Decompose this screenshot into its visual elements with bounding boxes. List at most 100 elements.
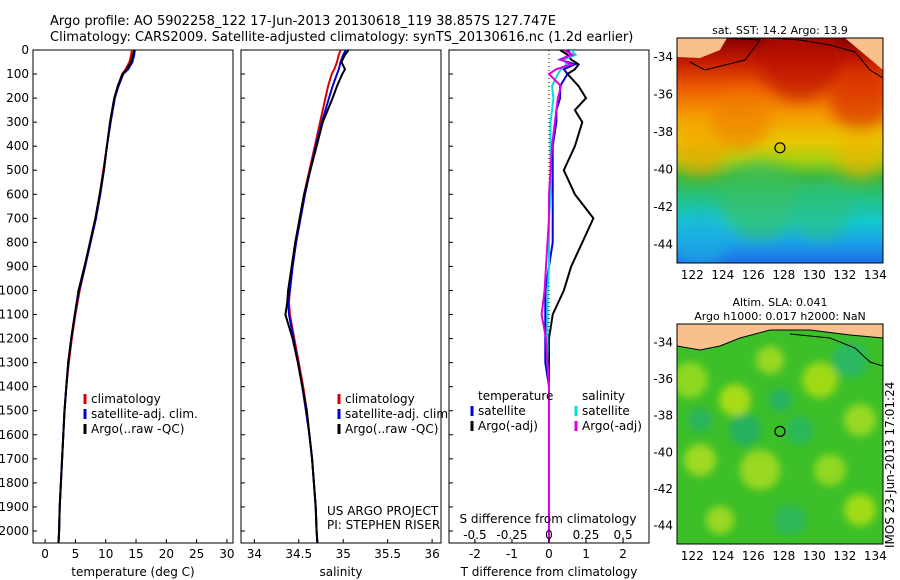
series-line-argo [284, 50, 350, 543]
map-x-tick-label: 122 [681, 549, 704, 563]
legend-label: satellite [478, 404, 526, 418]
map-y-tick-label: -38 [653, 125, 673, 139]
x-tick-label: 5 [72, 547, 80, 561]
argo-position-marker [774, 142, 786, 154]
x-tick-label: 30 [219, 547, 234, 561]
map-x-tick-label: 132 [833, 268, 856, 282]
x-tick-label: 15 [128, 547, 143, 561]
land-mask [677, 324, 883, 350]
sst-texture [677, 38, 883, 263]
top-x-tick-label: 0.25 [573, 528, 600, 542]
maps-layer: 122 124 126 128 130 132 134 -34 -36 -38 -40 -42 -44 s… [653, 24, 897, 563]
legend-label: salinity [582, 389, 625, 403]
x-axis-label: temperature (deg C) [71, 565, 194, 579]
x-tick-label: 0 [545, 547, 553, 561]
sla-blob [756, 346, 784, 374]
top-x-tick-label: 0 [545, 528, 553, 542]
y-tick-label: 1500 [0, 404, 29, 418]
y-tick-label: 300 [6, 115, 29, 129]
argo-position-marker [774, 425, 786, 437]
sla-blob [844, 494, 876, 526]
map-x-tick-label: 130 [803, 268, 826, 282]
y-tick-label: 0 [21, 43, 29, 57]
figure-title-line1: Argo profile: AO 5902258_122 17-Jun-2013… [50, 14, 556, 29]
map-y-tick-label: -36 [653, 372, 673, 386]
sst-blob [836, 131, 883, 179]
sla-blob [832, 342, 868, 378]
y-tick-label: 1300 [0, 356, 29, 370]
map-title: sat. SST: 14.2 Argo: 13.9 [712, 24, 848, 37]
top-x-axis-label: S difference from climatology [460, 512, 637, 526]
pi-annotation-line1: US ARGO PROJECT [327, 504, 439, 518]
series-group [57, 50, 136, 543]
x-tick-label: 10 [98, 547, 113, 561]
legend-label: satellite-adj. clim. [91, 407, 198, 421]
x-tick-label: 34 [247, 547, 262, 561]
map-frame [676, 37, 884, 264]
x-tick-label: 1 [582, 547, 590, 561]
legend-label: Argo(..raw -QC) [91, 422, 184, 436]
x-tick-label: 20 [159, 547, 174, 561]
coastline [677, 329, 883, 351]
map-x-tick-label: 126 [742, 549, 765, 563]
temperature-profile-panel: 0100200300400500600700800900100011001200… [0, 43, 235, 579]
series-group [540, 50, 595, 543]
x-tick-label: -2 [469, 547, 481, 561]
figure-title-line2: Climatology: CARS2009. Satellite-adjuste… [50, 30, 634, 45]
x-tick-label: 34.5 [285, 547, 312, 561]
legend-label: temperature [478, 389, 553, 403]
map-y-tick-label: -34 [653, 50, 673, 64]
land-mask-east [845, 38, 883, 70]
sla-blob [719, 384, 751, 416]
sst-blob [720, 160, 800, 240]
map-y-tick-label: -44 [653, 237, 673, 251]
map-y-tick-label: -42 [653, 200, 673, 214]
x-axis-label: salinity [319, 565, 362, 579]
y-tick-label: 200 [6, 91, 29, 105]
pi-annotation-line2: PI: STEPHEN RISER [327, 518, 440, 532]
x-tick-label: 35 [336, 547, 351, 561]
map-x-tick-label: 124 [711, 549, 734, 563]
sla-blob [688, 408, 712, 432]
map-y-tick-label: -36 [653, 87, 673, 101]
sla-blob [706, 506, 734, 534]
series-line-argo [57, 50, 136, 543]
map-y-tick-label: -40 [653, 445, 673, 459]
difference-profile-panel: -2 -1 0 1 2 T difference from climatology S di… [448, 49, 650, 579]
legend-label: climatology [91, 392, 161, 406]
map-y-tick-label: -38 [653, 409, 673, 423]
y-tick-label: 800 [6, 235, 29, 249]
sla-field [677, 324, 883, 544]
legend-label: satellite-adj. clim. [345, 407, 452, 421]
y-tick-label: 1400 [0, 380, 29, 394]
y-tick-label: 2000 [0, 524, 29, 538]
x-tick-label: 25 [189, 547, 204, 561]
y-tick-label: 1700 [0, 452, 29, 466]
map-x-tick-label: 134 [864, 268, 887, 282]
sst-map-axes: 122 124 126 128 130 132 134 -34 -36 -38 -40 -42 -44 s… [653, 24, 886, 282]
y-tick-label: 100 [6, 67, 29, 81]
map-x-tick-label: 134 [864, 549, 887, 563]
sst-blob [677, 124, 726, 176]
y-tick-label: 1600 [0, 428, 29, 442]
y-tick-label: 400 [6, 139, 29, 153]
sla-blob [786, 416, 814, 444]
sst-blob [790, 180, 850, 240]
x-axis-label: T difference from climatology [460, 565, 638, 579]
sst-blob [710, 90, 770, 150]
map-y-tick-label: -42 [653, 482, 673, 496]
plot-frame [32, 49, 234, 544]
top-x-tick-label: -0.5 [463, 528, 486, 542]
x-tick-label: 35.5 [374, 547, 401, 561]
x-tick-label: 0 [41, 547, 49, 561]
sla-texture [677, 342, 876, 536]
map-x-tick-label: 122 [681, 268, 704, 282]
map-x-tick-label: 128 [772, 268, 795, 282]
map-y-tick-label: -40 [653, 162, 673, 176]
map-x-tick-label: 124 [711, 268, 734, 282]
legend-label: Argo(-adj) [478, 419, 538, 433]
map-x-tick-label: 132 [833, 549, 856, 563]
land-mask [677, 38, 727, 58]
map-title: Argo h1000: 0.017 h2000: NaN [694, 310, 866, 323]
